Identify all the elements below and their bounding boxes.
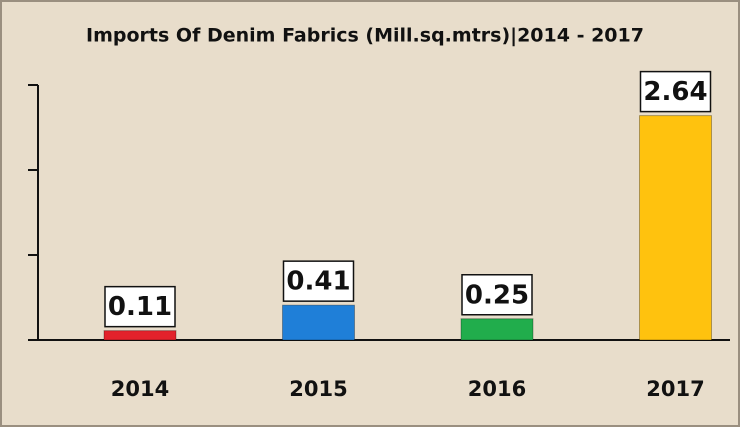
value-label-box (104, 285, 176, 328)
bar (282, 304, 355, 341)
value-label: 0.41 (286, 267, 350, 297)
value-label-box (282, 260, 355, 302)
value-label: 0.11 (108, 292, 172, 322)
value-label-box (639, 70, 712, 113)
value-label: 2.64 (643, 77, 707, 107)
bar (460, 318, 534, 341)
x-tick-label: 2016 (468, 377, 526, 401)
x-tick-label: 2015 (289, 377, 347, 401)
bar (103, 330, 177, 341)
bar (639, 115, 712, 341)
x-tick-label: 2014 (111, 377, 169, 401)
value-label-box (461, 274, 533, 316)
chart-title: Imports Of Denim Fabrics (Mill.sq.mtrs)|… (86, 25, 644, 47)
value-label: 0.25 (465, 280, 529, 310)
x-tick-label: 2017 (646, 377, 704, 401)
